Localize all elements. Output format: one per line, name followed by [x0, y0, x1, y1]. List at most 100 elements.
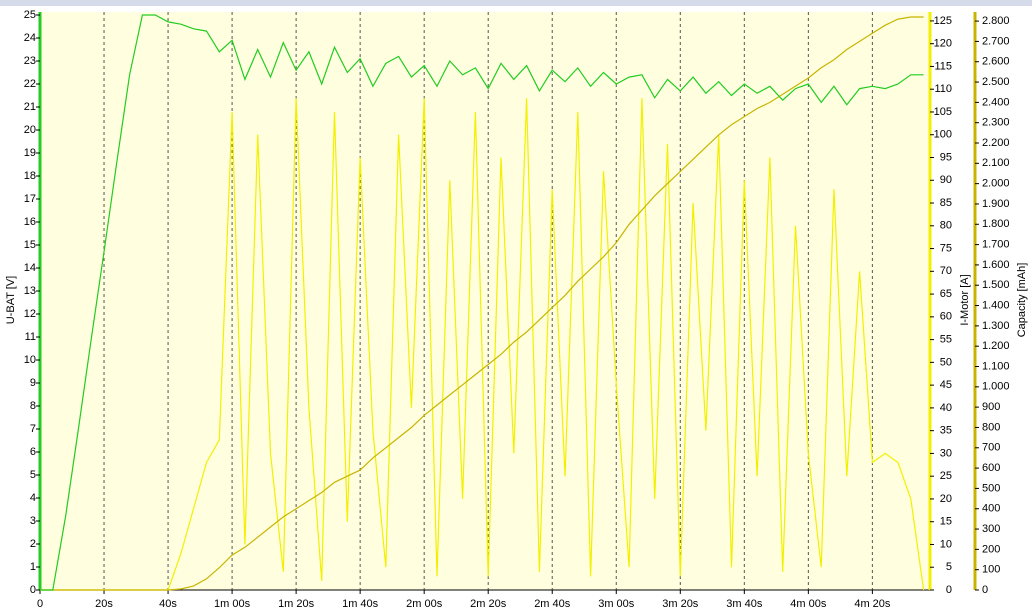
x-tick-label: 3m 00s	[598, 598, 635, 610]
y-tick-label: 18	[24, 170, 36, 182]
y-tick-label: 1.100	[982, 360, 1010, 372]
y-tick-label: 17	[24, 193, 36, 205]
y-tick-label: 6	[30, 446, 36, 458]
y-tick-label: 100	[982, 564, 1000, 576]
y-tick-label: 23	[24, 55, 36, 67]
y-tick-label: 40	[940, 402, 952, 414]
y-tick-label: 2.200	[982, 137, 1010, 149]
y-tick-label: 700	[982, 442, 1000, 454]
plot-area	[40, 12, 930, 590]
x-tick-label: 2m 00s	[406, 598, 443, 610]
x-tick-label: 4m 00s	[790, 598, 827, 610]
y-tick-label: 8	[30, 400, 36, 412]
y-axis-title: U-BAT [V]	[5, 276, 17, 325]
x-tick-label: 3m 20s	[662, 598, 699, 610]
y-tick-label: 20	[940, 493, 952, 505]
y-tick-label: 1.300	[982, 320, 1010, 332]
y-tick-label: 25	[940, 470, 952, 482]
y-tick-label: 1.900	[982, 198, 1010, 210]
y-tick-label: 25	[24, 9, 36, 21]
y-tick-label: 10	[940, 538, 952, 550]
y-tick-label: 14	[24, 262, 36, 274]
y-tick-label: 0	[30, 584, 36, 596]
y-tick-label: 1.700	[982, 238, 1010, 250]
y-tick-label: 900	[982, 401, 1000, 413]
y-tick-label: 2.000	[982, 178, 1010, 190]
y-tick-label: 65	[940, 288, 952, 300]
x-tick-label: 40s	[159, 598, 177, 610]
y-tick-label: 3	[30, 515, 36, 527]
y-tick-label: 125	[934, 15, 952, 27]
y-tick-label: 15	[24, 239, 36, 251]
y-tick-label: 600	[982, 462, 1000, 474]
series-line	[40, 14, 924, 591]
y3-axis-title: Capacity [mAh]	[1016, 263, 1028, 338]
y-tick-label: 75	[940, 242, 952, 254]
y-tick-label: 21	[24, 101, 36, 113]
y-tick-label: 2.100	[982, 157, 1010, 169]
y-tick-label: 20	[24, 124, 36, 136]
x-tick-label: 2m 40s	[534, 598, 571, 610]
x-tick-label: 3m 40s	[726, 598, 763, 610]
y-tick-label: 1	[30, 561, 36, 573]
y-tick-label: 1.500	[982, 279, 1010, 291]
y-tick-label: 85	[940, 197, 952, 209]
y-tick-label: 30	[940, 447, 952, 459]
y-tick-label: 45	[940, 379, 952, 391]
y-tick-label: 2.300	[982, 117, 1010, 129]
y-tick-label: 2.800	[982, 15, 1010, 27]
y-tick-label: 9	[30, 377, 36, 389]
y-tick-label: 19	[24, 147, 36, 159]
y-tick-label: 50	[940, 356, 952, 368]
y-tick-label: 16	[24, 216, 36, 228]
window-border	[0, 0, 1032, 6]
y-tick-label: 60	[940, 311, 952, 323]
y-tick-label: 55	[940, 334, 952, 346]
y-tick-label: 2.700	[982, 35, 1010, 47]
y-tick-label: 13	[24, 285, 36, 297]
y-tick-label: 7	[30, 423, 36, 435]
y-tick-label: 500	[982, 482, 1000, 494]
y-tick-label: 1.600	[982, 259, 1010, 271]
y-tick-label: 115	[934, 60, 952, 72]
y-tick-label: 12	[24, 308, 36, 320]
y-tick-label: 1.400	[982, 299, 1010, 311]
y-tick-label: 105	[934, 106, 952, 118]
y-tick-label: 800	[982, 421, 1000, 433]
y-tick-label: 2	[30, 538, 36, 550]
y-tick-label: 70	[940, 265, 952, 277]
y-tick-label: 35	[940, 425, 952, 437]
y-tick-label: 22	[24, 78, 36, 90]
y-tick-label: 10	[24, 354, 36, 366]
y-tick-label: 4	[30, 492, 36, 504]
y-tick-label: 95	[940, 151, 952, 163]
x-tick-label: 1m 00s	[214, 598, 251, 610]
y-tick-label: 24	[24, 32, 36, 44]
y-tick-label: 1.000	[982, 381, 1010, 393]
y-tick-label: 100	[934, 129, 952, 141]
x-tick-label: 4m 20s	[854, 598, 891, 610]
y-tick-label: 11	[25, 331, 36, 343]
series-line	[40, 98, 925, 591]
y-tick-label: 5	[946, 561, 952, 573]
y-tick-label: 80	[940, 220, 952, 232]
y-tick-label: 2.400	[982, 96, 1010, 108]
y-tick-label: 0	[946, 584, 952, 596]
y-tick-label: 0	[982, 584, 988, 596]
y-tick-label: 400	[982, 503, 1000, 515]
y-tick-label: 1.800	[982, 218, 1010, 230]
y-tick-label: 5	[30, 469, 36, 481]
y-tick-label: 2.600	[982, 56, 1010, 68]
x-tick-label: 2m 20s	[470, 598, 507, 610]
x-tick-label: 20s	[95, 598, 113, 610]
y-tick-label: 200	[982, 543, 1000, 555]
y-tick-label: 15	[940, 516, 952, 528]
y-tick-label: 110	[934, 83, 952, 95]
x-tick-label: 0	[37, 598, 43, 610]
x-tick-label: 1m 40s	[342, 598, 379, 610]
y-tick-label: 120	[934, 38, 952, 50]
x-tick-label: 1m 20s	[278, 598, 315, 610]
y-tick-label: 300	[982, 523, 1000, 535]
